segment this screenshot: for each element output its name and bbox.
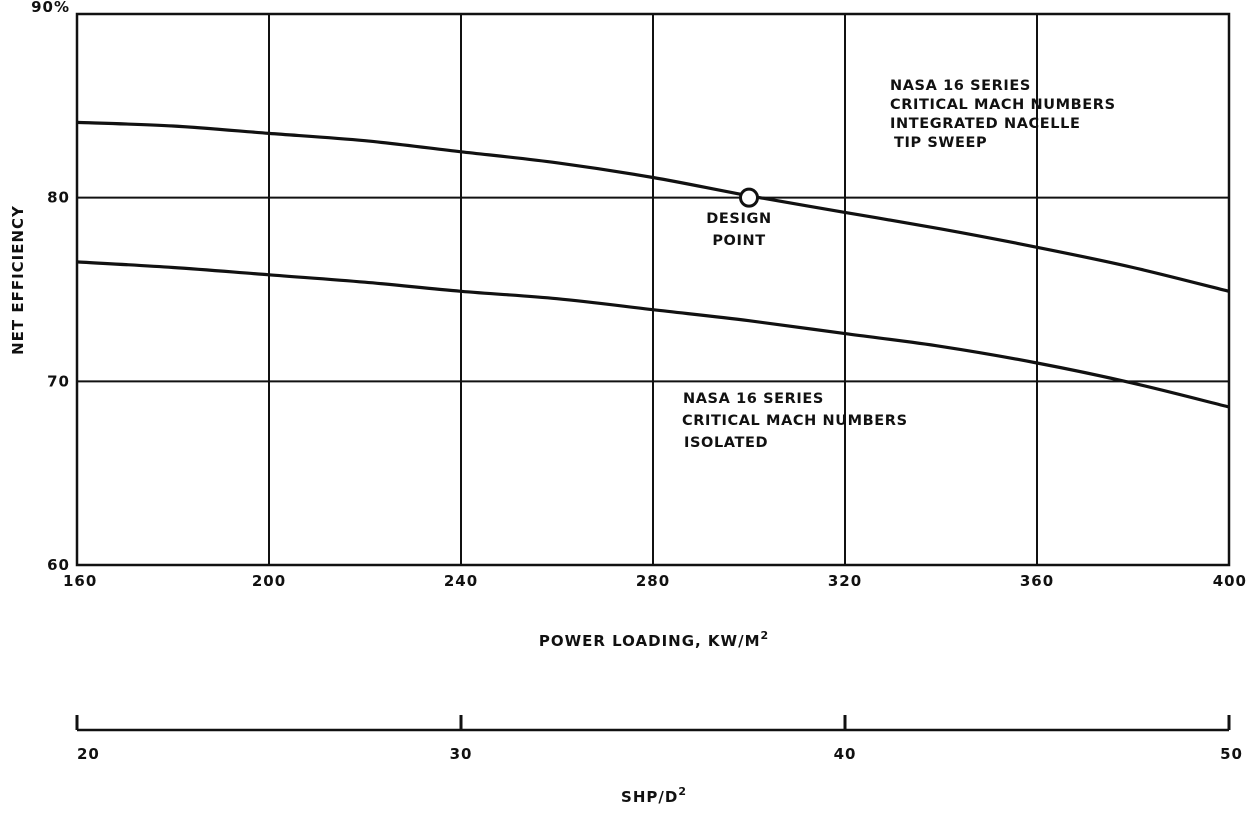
y-tick-label-70: 70 (47, 372, 70, 390)
annotations: NASA 16 SERIES CRITICAL MACH NUMBERS INTEG… (682, 78, 1116, 451)
secondary-tick-label-20: 20 (77, 745, 100, 763)
secondary-axis: 20 30 40 50 (75, 715, 1243, 763)
series-line-isolated (76, 260, 1230, 409)
plot-frame (75, 12, 1231, 567)
x-tick-label-400: 400 (1213, 572, 1247, 590)
annotation-lower-line-1: NASA 16 SERIES (683, 391, 824, 407)
y-tick-label-90: 90% (31, 0, 70, 16)
x-tick-label-240: 240 (444, 572, 478, 590)
secondary-axis-title-superscript: 2 (678, 785, 687, 798)
x-tick-label-280: 280 (636, 572, 670, 590)
series-line-integrated-nacelle (76, 120, 1230, 293)
x-axis-title-superscript: 2 (761, 629, 770, 642)
y-axis-title: NET EFFICIENCY (9, 205, 27, 355)
x-tick-labels: 160 200 240 280 320 360 400 (63, 572, 1247, 590)
x-tick-label-200: 200 (252, 572, 286, 590)
x-tick-label-360: 360 (1020, 572, 1054, 590)
design-point-marker (739, 187, 759, 208)
annotation-design: DESIGN POINT (706, 211, 771, 249)
secondary-tick-label-40: 40 (834, 745, 857, 763)
annotation-design-line-2: POINT (712, 233, 765, 249)
secondary-tick-label-50: 50 (1220, 745, 1243, 763)
series-layer (76, 120, 1230, 409)
annotation-lower-line-2: CRITICAL MACH NUMBERS (682, 413, 908, 429)
y-tick-label-60: 60 (47, 556, 70, 574)
secondary-tick-label-30: 30 (450, 745, 473, 763)
annotation-lower: NASA 16 SERIES CRITICAL MACH NUMBERS ISOLA… (682, 391, 908, 451)
x-axis-title: POWER LOADING, KW/M2 (539, 629, 769, 650)
annotation-upper-line-2: CRITICAL MACH NUMBERS (890, 97, 1116, 113)
annotation-upper-line-3: INTEGRATED NACELLE (890, 116, 1080, 132)
y-tick-label-80: 80 (47, 189, 70, 207)
annotation-upper-line-4: TIP SWEEP (894, 135, 987, 151)
annotation-design-line-1: DESIGN (706, 211, 771, 227)
x-tick-label-320: 320 (828, 572, 862, 590)
x-axis-title-text: POWER LOADING, KW/M (539, 632, 761, 650)
annotation-upper-line-1: NASA 16 SERIES (890, 78, 1031, 94)
y-tick-labels: 60 70 80 90% (31, 0, 70, 574)
annotation-upper: NASA 16 SERIES CRITICAL MACH NUMBERS INTEG… (890, 78, 1116, 151)
annotation-lower-line-3: ISOLATED (684, 435, 768, 451)
x-tick-label-160: 160 (63, 572, 97, 590)
secondary-axis-title-text: SHP/D (621, 788, 678, 806)
secondary-axis-title: SHP/D2 (621, 785, 687, 806)
